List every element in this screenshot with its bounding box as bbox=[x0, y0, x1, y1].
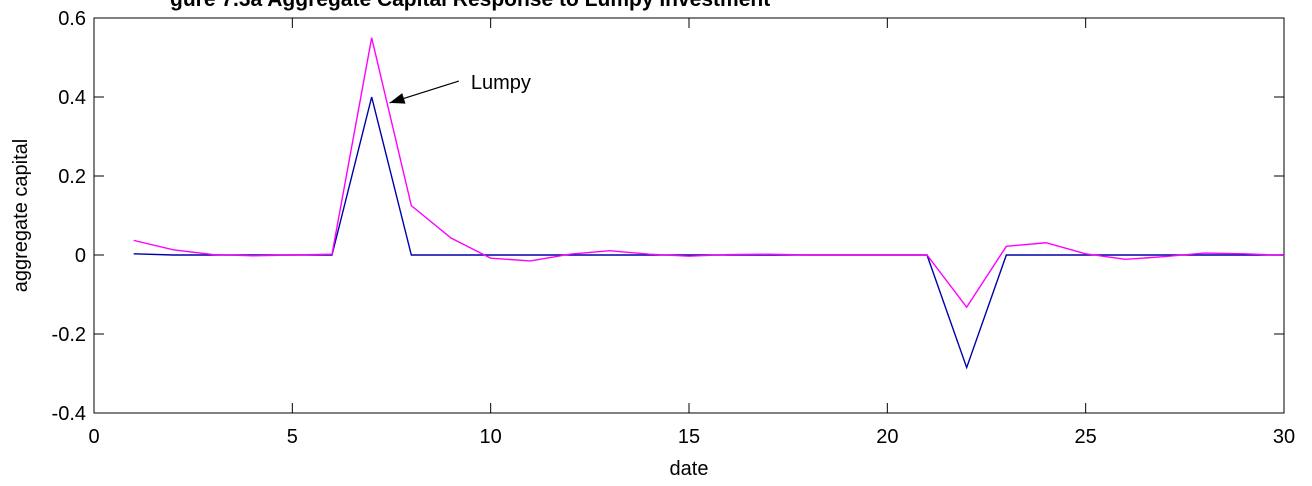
y-tick-label: 0.6 bbox=[58, 8, 86, 30]
plot-area bbox=[93, 17, 1285, 414]
series-line-2 bbox=[133, 37, 1285, 309]
x-tick-label: 25 bbox=[1075, 426, 1097, 448]
plot-frame bbox=[93, 17, 1285, 414]
y-tick-label: -0.4 bbox=[52, 403, 86, 425]
y-tick-label: 0.2 bbox=[58, 166, 86, 188]
series-line-1 bbox=[133, 96, 1284, 370]
y-axis-label: aggregate capital bbox=[10, 139, 32, 292]
x-tick-label: 30 bbox=[1273, 426, 1295, 448]
y-tick-label: -0.2 bbox=[52, 324, 86, 346]
series-layer bbox=[133, 37, 1285, 370]
x-tick-label: 10 bbox=[480, 426, 502, 448]
chart-title: gure 7.3a Aggregate Capital Response to … bbox=[170, 0, 770, 11]
x-tick-label: 5 bbox=[287, 426, 298, 448]
annotation-label: Lumpy bbox=[471, 72, 531, 94]
y-tick-label: 0.4 bbox=[58, 87, 86, 109]
x-tick-label: 20 bbox=[876, 426, 898, 448]
y-axis-ticks: -0.4 -0.2 0 0.2 0.4 0.6 bbox=[52, 8, 1284, 425]
annotation-arrowhead bbox=[389, 93, 406, 104]
x-tick-label: 0 bbox=[88, 426, 99, 448]
x-tick-label: 15 bbox=[678, 426, 700, 448]
x-axis-ticks: 0 5 10 15 20 25 30 bbox=[88, 18, 1295, 448]
y-tick-label: 0 bbox=[75, 245, 86, 267]
x-axis-label: date bbox=[670, 458, 709, 480]
annotation-layer: Lumpy bbox=[389, 72, 531, 104]
